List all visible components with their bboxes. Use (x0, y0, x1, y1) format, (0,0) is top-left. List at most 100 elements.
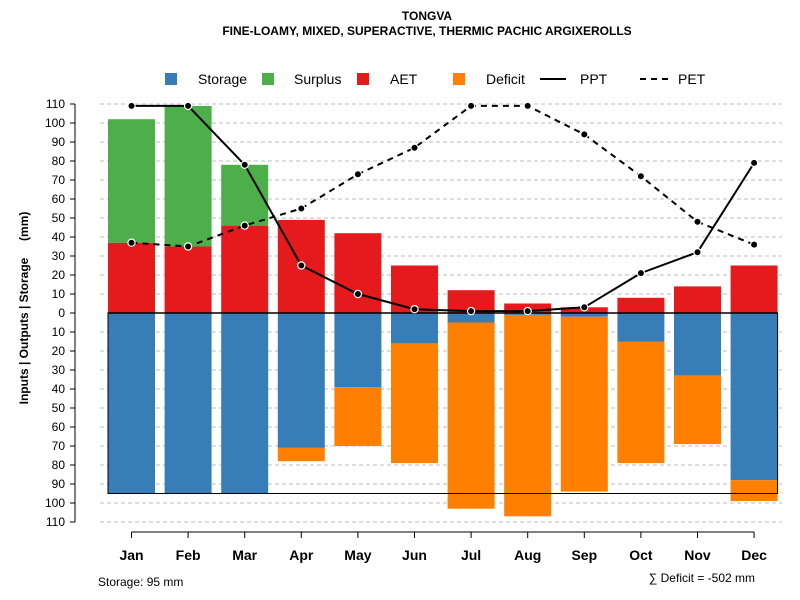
x-tick-label: Jul (461, 547, 481, 563)
x-tick-label: Apr (289, 547, 314, 563)
y-tick-label: 110 (46, 97, 65, 111)
bars (107, 105, 779, 517)
bar-surplus-feb (164, 105, 212, 247)
x-tick-label: Aug (514, 547, 541, 563)
bar-deficit-jul (447, 322, 495, 509)
deficit-note: ∑ Deficit = -502 mm (649, 571, 755, 585)
x-axis: Jan Feb Mar Apr May Jun Jul Aug Sep Oct Nov Dec (119, 531, 767, 563)
y-tick-label: 50 (52, 211, 66, 225)
x-tick-label: Dec (741, 547, 767, 563)
x-tick-label: Jun (402, 547, 427, 563)
pet-point (693, 217, 702, 226)
pet-point (523, 101, 532, 111)
y-tick-label: 110 (46, 515, 65, 529)
legend-label-pet: PET (678, 71, 706, 87)
bar-storage-sep (560, 313, 608, 317)
storage-note: Storage: 95 mm (98, 575, 183, 589)
chart-subtitle: FINE-LOAMY, MIXED, SUPERACTIVE, THERMIC … (222, 24, 631, 38)
x-tick-label: May (344, 547, 371, 563)
pet-point (580, 130, 589, 139)
ppt-point (410, 305, 419, 314)
bar-deficit-jun (391, 343, 438, 464)
ppt-point (466, 306, 476, 316)
pet-point (749, 240, 759, 249)
y-tick-label: 70 (52, 439, 66, 453)
y-tick-label: 30 (52, 249, 66, 263)
legend-label-aet: AET (390, 71, 418, 87)
y-tick-label: 70 (52, 173, 66, 187)
y-tick-label: 80 (52, 154, 66, 168)
legend-swatch-storage (165, 73, 177, 85)
x-tick-label: Mar (232, 547, 257, 563)
ppt-point (297, 261, 306, 270)
ppt-point (580, 303, 589, 312)
bar-storage-oct (617, 313, 665, 342)
bar-storage-jun (391, 313, 438, 344)
ppt-point (183, 101, 193, 111)
lines (127, 101, 759, 316)
x-tick-label: Sep (571, 547, 597, 563)
ppt-point (523, 306, 532, 316)
bar-aet-nov (674, 286, 721, 313)
legend: Storage Surplus AET Deficit PPT PET (165, 71, 706, 87)
y-tick-label: 60 (52, 420, 66, 434)
pet-point (636, 171, 646, 181)
bar-storage-apr (277, 313, 325, 448)
ppt-line (131, 104, 755, 313)
pet-line (131, 104, 755, 248)
bar-surplus-mar (221, 164, 269, 226)
bar-aet-mar (221, 225, 269, 313)
y-tick-label: 0 (58, 306, 65, 320)
legend-label-ppt: PPT (580, 71, 608, 87)
y-tick-label: 20 (52, 268, 66, 282)
bar-deficit-aug (504, 314, 552, 517)
bar-surplus-jan (108, 119, 155, 243)
pet-point (183, 242, 193, 251)
x-tick-label: Oct (629, 547, 653, 563)
bar-aet-may (334, 233, 382, 313)
pet-point (127, 238, 136, 247)
pet-point (297, 204, 306, 213)
x-tick-label: Jan (119, 547, 143, 563)
ppt-point (127, 101, 136, 111)
ppt-point (636, 268, 646, 278)
bar-deficit-apr (277, 447, 325, 462)
y-tick-label: 90 (52, 135, 66, 149)
bar-aet-jan (108, 242, 155, 313)
bar-storage-jul (447, 313, 495, 323)
bar-storage-feb (164, 313, 212, 494)
legend-label-storage: Storage (198, 71, 247, 87)
bar-storage-nov (674, 313, 721, 376)
ppt-point (749, 158, 759, 168)
pet-point (240, 221, 249, 230)
legend-swatch-aet (357, 73, 369, 85)
legend-swatch-deficit (453, 73, 465, 85)
bar-aet-jul (447, 290, 495, 313)
chart-title: TONGVA (402, 9, 453, 23)
y-tick-label: 40 (52, 382, 66, 396)
y-tick-label: 60 (52, 192, 66, 206)
bar-storage-mar (221, 313, 269, 494)
bar-aet-oct (617, 297, 665, 313)
y-tick-label: 10 (52, 287, 66, 301)
y-tick-label: 10 (52, 325, 66, 339)
bar-deficit-sep (560, 316, 608, 492)
bar-storage-dec (730, 313, 778, 481)
pet-point (353, 170, 363, 179)
bar-deficit-oct (617, 341, 665, 464)
ppt-point (240, 160, 249, 169)
ppt-point (353, 289, 363, 299)
x-tick-label: Feb (176, 547, 201, 563)
y-tick-label: 40 (52, 230, 66, 244)
legend-swatch-surplus (262, 73, 274, 85)
bar-aet-dec (730, 265, 778, 313)
legend-label-deficit: Deficit (486, 71, 525, 87)
bar-storage-may (334, 313, 382, 388)
bar-deficit-nov (674, 375, 721, 445)
y-tick-label: 30 (52, 363, 66, 377)
bar-deficit-dec (730, 480, 778, 502)
y-axis-label: Inputs | Outputs | Storage (mm) (17, 212, 31, 405)
y-tick-label: 80 (52, 458, 66, 472)
y-tick-label: 90 (52, 477, 66, 491)
